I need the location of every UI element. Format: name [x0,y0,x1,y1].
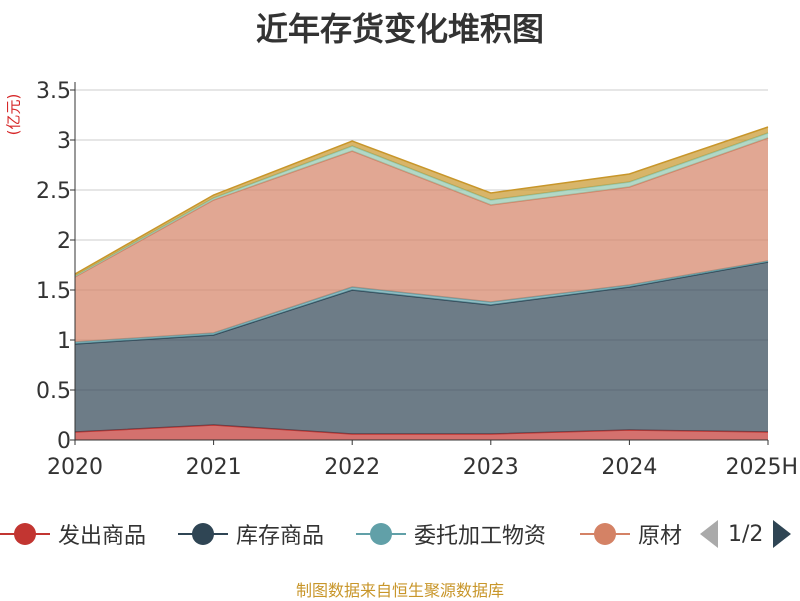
legend-marker-icon [178,514,228,554]
y-tick-label: 2 [57,229,71,254]
legend-prev-arrow-icon[interactable] [700,520,718,548]
x-tick-labels: 2020 2021 2022 2023 2024 2025H [47,455,798,480]
legend-marker-icon [580,514,630,554]
legend-item[interactable]: 原材 [580,514,682,554]
legend-pager: 1/2 [700,514,792,554]
x-tick-label: 2020 [47,455,103,480]
x-tick-label: 2022 [324,455,380,480]
legend-label: 库存商品 [236,524,325,549]
y-tick-label: 0 [57,429,71,454]
stacked-area-chart: 00.511.522.533.5 2020 2021 2022 2023 2024 202… [36,79,798,480]
y-tick-label: 3 [57,129,71,154]
y-tick-label: 3.5 [36,79,71,104]
chart-title: 近年存货变化堆积图 [255,10,544,48]
legend-label: 原材 [638,524,683,549]
x-tick-label: 2025H [725,455,798,480]
legend-marker-icon [356,514,406,554]
legend-label: 发出商品 [58,524,147,549]
axes [70,82,769,445]
legend-marker-icon [0,514,50,554]
legend-next-arrow-icon[interactable] [773,520,792,548]
legend-item[interactable]: 委托加工物资 [356,514,546,554]
y-tick-label: 2.5 [36,179,71,204]
legend-page-indicator: 1/2 [728,521,764,547]
y-tick-labels: 0 0.5 1 1.5 2 2.5 3 3.5 [36,79,71,454]
x-tick-label: 2021 [186,455,242,480]
series-areas [74,126,769,440]
y-tick-label: 0.5 [36,379,71,404]
series-area-2 [75,261,768,344]
y-tick-label: 1.5 [36,279,71,304]
series-area-1 [75,262,768,434]
legend-item[interactable]: 发出商品 [0,514,146,554]
legend-item[interactable]: 库存商品 [178,514,324,554]
legend-items: 发出商品 库存商品 委托加工物资 原材 [0,514,683,554]
series-area-3 [75,138,768,342]
series-area-0 [75,425,768,440]
legend: 发出商品 库存商品 委托加工物资 原材 [0,514,800,554]
x-tick-label: 2024 [601,455,657,480]
legend-label: 委托加工物资 [414,524,547,549]
x-tick-label: 2023 [463,455,519,480]
series-line-5 [74,126,769,275]
data-source-note: 制图数据来自恒生聚源数据库 [295,581,504,600]
y-tick-label: 1 [57,329,71,354]
